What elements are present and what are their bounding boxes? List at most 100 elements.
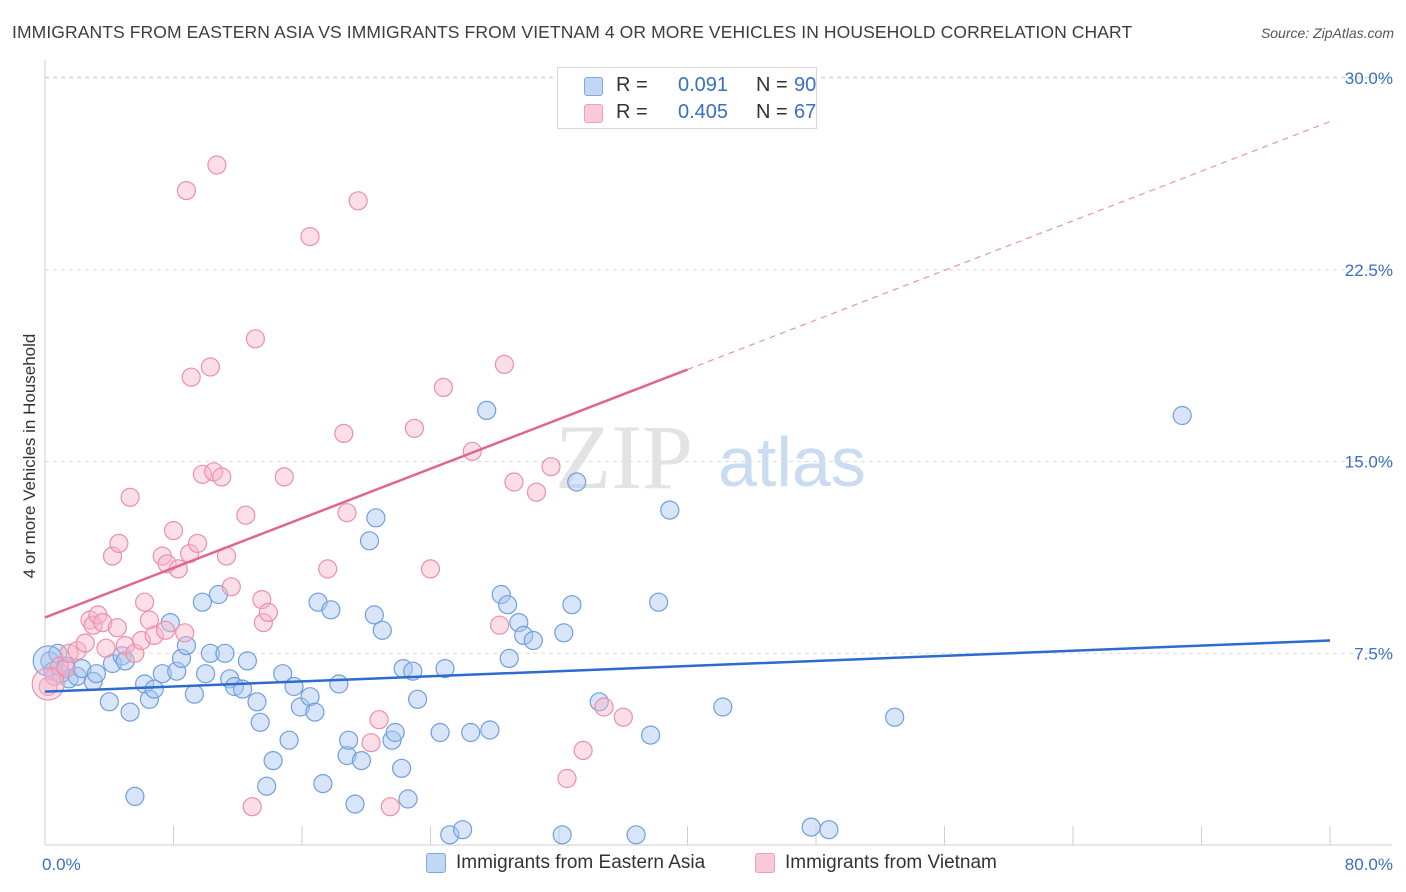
vietnam-point [404, 418, 424, 438]
eastern-asia-point [385, 722, 405, 743]
vietnam-point [67, 641, 87, 661]
y-tick-label: 15.0% [1345, 453, 1393, 472]
vietnam-point [245, 329, 265, 349]
vietnam-point [176, 181, 196, 201]
x-tick-label-max: 80.0% [1345, 855, 1393, 874]
eastern-asia-point [398, 789, 418, 809]
vietnam-point [380, 797, 400, 817]
chart-title: IMMIGRANTS FROM EASTERN ASIA VS IMMIGRAN… [12, 22, 1133, 42]
legend-r-label: R = [616, 101, 648, 123]
eastern-asia-point [215, 643, 235, 663]
vietnam-point [526, 482, 547, 502]
vietnam-point [253, 612, 273, 633]
vietnam-point [59, 643, 79, 663]
y-tick-label: 22.5% [1345, 261, 1393, 280]
vietnam-point [594, 697, 614, 717]
eastern-asia-point [337, 745, 357, 766]
eastern-asia-point [192, 592, 212, 612]
correlation-legend: R = 0.091 N = 90 R = 0.405 N = 67 [557, 67, 817, 129]
watermark-zip: ZIP [555, 406, 693, 508]
legend-r-value: 0.405 [678, 101, 729, 123]
vietnam-point [75, 633, 95, 653]
eastern-asia-point [247, 692, 267, 712]
vietnam-point [573, 740, 593, 761]
eastern-asia-point [237, 651, 257, 671]
x-tick-label-min: 0.0% [42, 855, 81, 874]
y-tick-label: 30.0% [1345, 69, 1393, 88]
vietnam-point [207, 155, 227, 175]
vietnam-point [318, 559, 338, 579]
watermark: ZIP atlas [555, 406, 866, 508]
eastern-asia-point [184, 684, 204, 704]
series-legend: Immigrants from Eastern Asia Immigrants … [0, 851, 1406, 879]
eastern-asia-point [440, 825, 460, 845]
eastern-asia-point [885, 707, 905, 727]
vietnam-point [361, 733, 381, 753]
eastern-asia-point [86, 664, 107, 684]
eastern-asia-point [125, 786, 145, 807]
eastern-asia-point [392, 758, 412, 778]
eastern-asia-point [626, 825, 646, 845]
eastern-asia-point [196, 664, 216, 684]
vietnam-point [348, 191, 368, 211]
series-legend-swatch-vietnam [755, 853, 775, 873]
vietnam-point [181, 367, 201, 387]
eastern-asia-point [364, 605, 384, 625]
gridlines [45, 76, 1392, 654]
axes [44, 60, 1392, 846]
legend-n-value: 67 [794, 101, 817, 123]
eastern-asia-point [499, 648, 519, 669]
eastern-asia-point [382, 730, 402, 750]
vietnam-point [541, 457, 561, 477]
vietnam-point [433, 377, 453, 397]
vietnam-cluster-point [31, 667, 65, 701]
eastern-asia-point [359, 531, 380, 551]
eastern-asia-point [72, 658, 92, 679]
legend-swatch-vietnam [584, 104, 603, 123]
vietnam-point [120, 487, 140, 507]
vietnam-point [490, 615, 510, 635]
eastern-asia-point [1172, 405, 1192, 426]
vietnam-point [93, 612, 113, 633]
eastern-asia-point [329, 674, 349, 694]
vietnam-point [494, 354, 514, 374]
eastern-asia-point [648, 592, 669, 612]
vietnam-point [369, 710, 389, 730]
series-legend-swatch-eastern-asia [426, 853, 446, 873]
vietnam-point [102, 546, 123, 566]
vietnam-point [334, 423, 354, 443]
eastern-asia-point [660, 500, 680, 520]
series-vietnam-points [31, 155, 633, 817]
legend-n-label: N = [756, 74, 788, 96]
eastern-asia-point [453, 820, 473, 840]
eastern-asia-point [99, 692, 119, 712]
eastern-asia-point [120, 702, 140, 722]
eastern-asia-point [351, 750, 371, 771]
eastern-asia-point [819, 820, 839, 840]
eastern-asia-point [321, 600, 341, 620]
eastern-asia-point [339, 730, 359, 750]
vietnam-point [163, 520, 184, 541]
eastern-asia-point [200, 643, 220, 663]
vietnam-point [175, 623, 195, 643]
eastern-asia-point [372, 620, 392, 640]
eastern-asia-point [491, 584, 511, 605]
eastern-asia-point [366, 508, 386, 528]
eastern-asia-point [477, 400, 497, 420]
trend-lines [44, 121, 1331, 693]
vietnam-point [131, 630, 151, 651]
eastern-asia-point [801, 817, 821, 837]
vietnam-point [300, 227, 320, 247]
y-tick-label: 7.5% [1354, 644, 1393, 663]
vietnam-point [613, 707, 633, 727]
vietnam-point [135, 592, 155, 612]
series-legend-label-eastern-asia: Immigrants from Eastern Asia [456, 852, 706, 873]
eastern-asia-point [284, 676, 304, 697]
eastern-asia-point [250, 712, 270, 732]
trend-line-eastern-asia [44, 639, 1331, 693]
vietnam-point [258, 602, 278, 623]
vietnam-point [107, 618, 127, 638]
vietnam-point [221, 577, 241, 597]
eastern-asia-point [305, 702, 325, 722]
